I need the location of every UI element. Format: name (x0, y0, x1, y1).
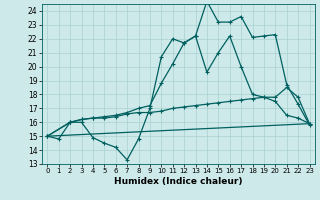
X-axis label: Humidex (Indice chaleur): Humidex (Indice chaleur) (114, 177, 243, 186)
